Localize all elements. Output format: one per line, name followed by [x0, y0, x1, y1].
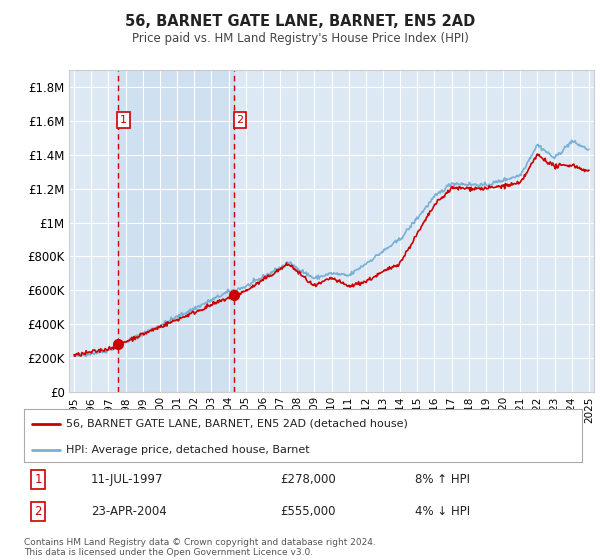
- Text: 56, BARNET GATE LANE, BARNET, EN5 2AD: 56, BARNET GATE LANE, BARNET, EN5 2AD: [125, 14, 475, 29]
- Bar: [118, 70, 234, 392]
- Text: 2: 2: [34, 505, 42, 518]
- Text: HPI: Average price, detached house, Barnet: HPI: Average price, detached house, Barn…: [66, 445, 310, 455]
- Text: 4% ↓ HPI: 4% ↓ HPI: [415, 505, 470, 518]
- Text: 2: 2: [236, 115, 244, 125]
- Text: Price paid vs. HM Land Registry's House Price Index (HPI): Price paid vs. HM Land Registry's House …: [131, 32, 469, 45]
- Text: Contains HM Land Registry data © Crown copyright and database right 2024.
This d: Contains HM Land Registry data © Crown c…: [24, 538, 376, 557]
- Text: £555,000: £555,000: [281, 505, 336, 518]
- Text: 1: 1: [120, 115, 127, 125]
- Text: 11-JUL-1997: 11-JUL-1997: [91, 473, 163, 486]
- Text: 56, BARNET GATE LANE, BARNET, EN5 2AD (detached house): 56, BARNET GATE LANE, BARNET, EN5 2AD (d…: [66, 419, 408, 429]
- Text: 8% ↑ HPI: 8% ↑ HPI: [415, 473, 470, 486]
- Text: 1: 1: [34, 473, 42, 486]
- Text: £278,000: £278,000: [281, 473, 337, 486]
- Text: 23-APR-2004: 23-APR-2004: [91, 505, 167, 518]
